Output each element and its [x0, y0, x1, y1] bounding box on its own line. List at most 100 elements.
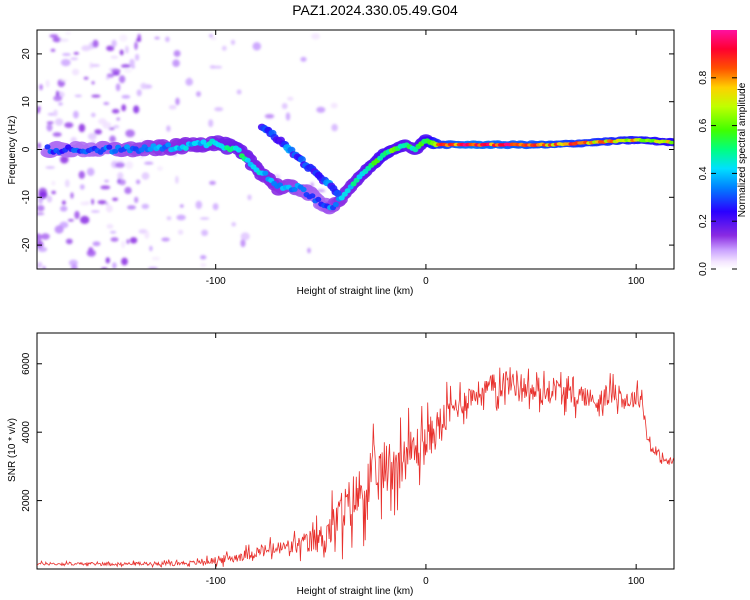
noise-blob — [124, 186, 132, 195]
spectrogram-xtick-label: -100 — [206, 276, 226, 287]
noise-blob — [60, 59, 71, 67]
noise-blob — [125, 161, 134, 170]
noise-blob — [92, 39, 99, 48]
noise-blob — [86, 249, 96, 257]
noise-blob — [168, 105, 177, 110]
figure-title: PAZ1.2024.330.05.49.G04 — [292, 2, 458, 18]
noise-blob — [105, 257, 111, 264]
noise-blob — [176, 214, 186, 221]
noise-blob — [157, 166, 163, 171]
snr-xtick-label: -100 — [206, 576, 226, 587]
noise-blob — [83, 76, 89, 80]
noise-blob — [87, 133, 97, 140]
noise-blob — [79, 184, 85, 190]
ridge-core — [291, 186, 298, 192]
snr-frame — [36, 332, 675, 570]
noise-blob — [110, 55, 119, 59]
ridge-core — [235, 147, 242, 153]
noise-blob — [106, 224, 114, 229]
noise-blob — [50, 48, 56, 52]
noise-blob — [108, 127, 115, 130]
noise-blob — [264, 114, 275, 119]
noise-blob — [214, 107, 224, 112]
noise-blob — [58, 102, 63, 106]
noise-blob — [78, 170, 86, 179]
noise-blob — [118, 75, 126, 84]
noise-blob — [127, 205, 136, 210]
spectrogram-xlabel: Height of straight line (km) — [297, 286, 414, 297]
noise-blob — [115, 162, 125, 168]
spectrogram-ylabel: Frequency (Hz) — [7, 116, 18, 185]
noise-blob — [106, 45, 115, 52]
noise-blob — [39, 84, 43, 91]
noise-blob — [175, 175, 179, 184]
noise-blob — [144, 161, 154, 165]
noise-blob — [73, 110, 79, 119]
noise-blob — [46, 121, 54, 124]
noise-blob — [49, 34, 59, 38]
noise-blob — [60, 205, 68, 212]
noise-blob — [100, 185, 111, 190]
noise-blob — [37, 106, 41, 111]
noise-blob — [126, 239, 130, 245]
noise-blob — [80, 215, 90, 224]
noise-blob — [236, 89, 242, 95]
noise-blob — [80, 201, 90, 206]
noise-blob — [210, 36, 217, 41]
noise-blob — [71, 264, 78, 269]
spectrogram-xtick-label: 0 — [423, 276, 429, 287]
ridge-core — [262, 170, 269, 176]
noise-blob — [91, 198, 95, 205]
snr-series-line — [37, 367, 674, 569]
noise-blob — [144, 230, 150, 239]
noise-blob — [52, 132, 62, 137]
noise-blob — [125, 45, 129, 54]
noise-blob — [129, 237, 138, 244]
noise-blob — [240, 232, 250, 241]
noise-blob — [42, 265, 46, 269]
snr-xlabel: Height of straight line (km) — [297, 586, 414, 597]
noise-blob — [45, 166, 55, 169]
ridge-core — [112, 148, 119, 154]
ridge-core — [315, 196, 322, 202]
noise-blob — [111, 39, 117, 48]
noise-blob — [240, 239, 246, 248]
noise-blob — [200, 263, 207, 267]
noise-blob — [68, 259, 78, 266]
noise-blob — [91, 81, 95, 85]
noise-blob — [141, 203, 150, 209]
noise-blob — [91, 112, 96, 118]
spectrogram-xtick-label: 100 — [628, 276, 645, 287]
noise-blob — [134, 196, 139, 204]
noise-blob — [41, 233, 50, 240]
noise-blob — [111, 68, 121, 74]
snr-xtick-label: 0 — [423, 576, 429, 587]
noise-blob — [140, 82, 147, 90]
noise-blob — [173, 50, 181, 57]
noise-blob — [247, 194, 252, 201]
noise-blob — [179, 204, 184, 208]
noise-blob — [110, 237, 119, 242]
noise-blob — [38, 191, 48, 199]
noise-blob — [165, 36, 170, 43]
noise-blob — [121, 64, 131, 68]
noise-blob — [59, 38, 69, 42]
noise-blob — [92, 241, 101, 247]
noise-blob — [37, 233, 42, 242]
noise-blob — [212, 203, 219, 211]
noise-blob — [141, 172, 150, 180]
noise-blob — [115, 83, 121, 92]
noise-blob — [112, 262, 117, 269]
ridge-core — [309, 193, 316, 199]
noise-blob — [113, 125, 120, 129]
noise-blob — [129, 58, 135, 67]
ridge-core — [338, 195, 345, 201]
ridge-core — [124, 144, 130, 150]
noise-blob — [134, 41, 138, 50]
ridge-core — [106, 144, 113, 150]
noise-blob — [46, 195, 53, 203]
noise-blob — [60, 79, 68, 82]
noise-blob — [98, 118, 107, 125]
noise-blob — [54, 225, 64, 234]
